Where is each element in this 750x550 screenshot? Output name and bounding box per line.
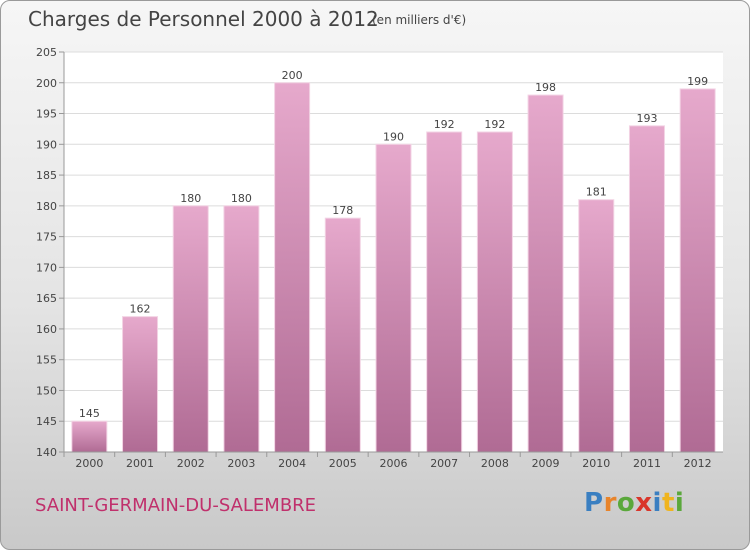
value-labels: 145 162 180 180 200 178 190 192 192 198 181 193 199 bbox=[79, 69, 708, 420]
data-label: 199 bbox=[687, 75, 708, 88]
bar-2001 bbox=[122, 316, 159, 453]
y-tick-label: 205 bbox=[36, 46, 57, 59]
y-tick-label: 155 bbox=[36, 354, 57, 367]
logo-letter: x bbox=[635, 488, 653, 518]
logo-letter: P bbox=[584, 488, 604, 518]
x-tick-label: 2005 bbox=[329, 457, 357, 470]
x-tick-label: 2009 bbox=[532, 457, 560, 470]
y-tick-label: 175 bbox=[36, 231, 57, 244]
data-label: 200 bbox=[282, 69, 303, 82]
chart-title: Charges de Personnel 2000 à 2012 bbox=[28, 7, 379, 31]
data-label: 180 bbox=[231, 192, 252, 205]
x-axis-labels: 2000 2001 2002 2003 2004 2005 2006 2007 2008 2009… bbox=[75, 457, 711, 470]
bar-2004 bbox=[274, 82, 311, 453]
logo-letter: i bbox=[652, 488, 662, 518]
data-label: 178 bbox=[332, 204, 353, 217]
data-label: 192 bbox=[434, 118, 455, 131]
chart-subtitle: (en milliers d'€) bbox=[372, 13, 467, 27]
y-tick-label: 200 bbox=[36, 77, 57, 90]
y-tick-label: 180 bbox=[36, 200, 57, 213]
data-label: 190 bbox=[383, 130, 404, 143]
y-tick-label: 185 bbox=[36, 169, 57, 182]
x-tick-label: 2001 bbox=[126, 457, 154, 470]
x-tick-label: 2004 bbox=[278, 457, 306, 470]
bar-2007 bbox=[426, 131, 463, 453]
x-tick-label: 2010 bbox=[582, 457, 610, 470]
y-tick-label: 150 bbox=[36, 384, 57, 397]
data-label: 198 bbox=[535, 81, 556, 94]
bar-2006 bbox=[375, 143, 412, 453]
x-tick-label: 2000 bbox=[75, 457, 103, 470]
bar-2009 bbox=[527, 94, 564, 453]
x-tick-label: 2011 bbox=[633, 457, 661, 470]
data-label: 162 bbox=[130, 303, 151, 316]
y-tick-label: 195 bbox=[36, 108, 57, 121]
commune-name: SAINT-GERMAIN-DU-SALEMBRE bbox=[35, 495, 317, 516]
x-tick-label: 2007 bbox=[430, 457, 458, 470]
logo-letter: r bbox=[603, 488, 617, 518]
bar-2002 bbox=[172, 205, 209, 453]
x-tick-label: 2008 bbox=[481, 457, 509, 470]
y-tick-label: 140 bbox=[36, 446, 57, 459]
bar-2003 bbox=[223, 205, 260, 453]
y-axis-labels: 140 145 150 155 160 165 170 175 180 185 190 195 200 2… bbox=[36, 46, 57, 459]
data-label: 145 bbox=[79, 407, 100, 420]
y-tick-label: 165 bbox=[36, 292, 57, 305]
data-label: 181 bbox=[586, 186, 607, 199]
data-label: 193 bbox=[636, 112, 657, 125]
bar-2012 bbox=[679, 88, 716, 453]
data-label: 192 bbox=[484, 118, 505, 131]
bar-2000 bbox=[71, 420, 108, 453]
bar-2011 bbox=[628, 125, 665, 453]
logo-letter: t bbox=[661, 488, 675, 518]
y-tick-label: 160 bbox=[36, 323, 57, 336]
y-tick-label: 145 bbox=[36, 415, 57, 428]
bar-2008 bbox=[476, 131, 513, 453]
logo-letter: i bbox=[674, 488, 685, 518]
data-label: 180 bbox=[180, 192, 201, 205]
logo-letter: o bbox=[616, 488, 636, 518]
y-tick-label: 170 bbox=[36, 261, 57, 274]
x-tick-label: 2012 bbox=[684, 457, 712, 470]
bar-2005 bbox=[324, 217, 361, 453]
bar-2010 bbox=[578, 199, 615, 453]
y-tick-label: 190 bbox=[36, 138, 57, 151]
x-tick-label: 2006 bbox=[380, 457, 408, 470]
proxiti-logo: Proxiti bbox=[584, 488, 684, 518]
x-tick-label: 2002 bbox=[177, 457, 205, 470]
bars bbox=[63, 82, 716, 457]
x-tick-label: 2003 bbox=[227, 457, 255, 470]
